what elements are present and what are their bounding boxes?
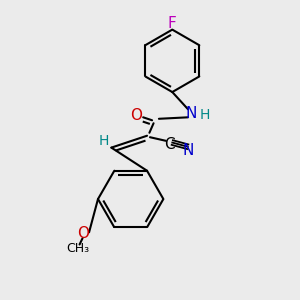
Text: H: H <box>99 134 109 148</box>
Text: CH₃: CH₃ <box>67 242 90 255</box>
Text: O: O <box>77 226 89 241</box>
Text: O: O <box>130 108 142 123</box>
Text: H: H <box>200 108 210 122</box>
Text: N: N <box>183 142 194 158</box>
Text: N: N <box>185 106 197 121</box>
Text: C: C <box>164 136 175 152</box>
Text: F: F <box>168 16 177 31</box>
